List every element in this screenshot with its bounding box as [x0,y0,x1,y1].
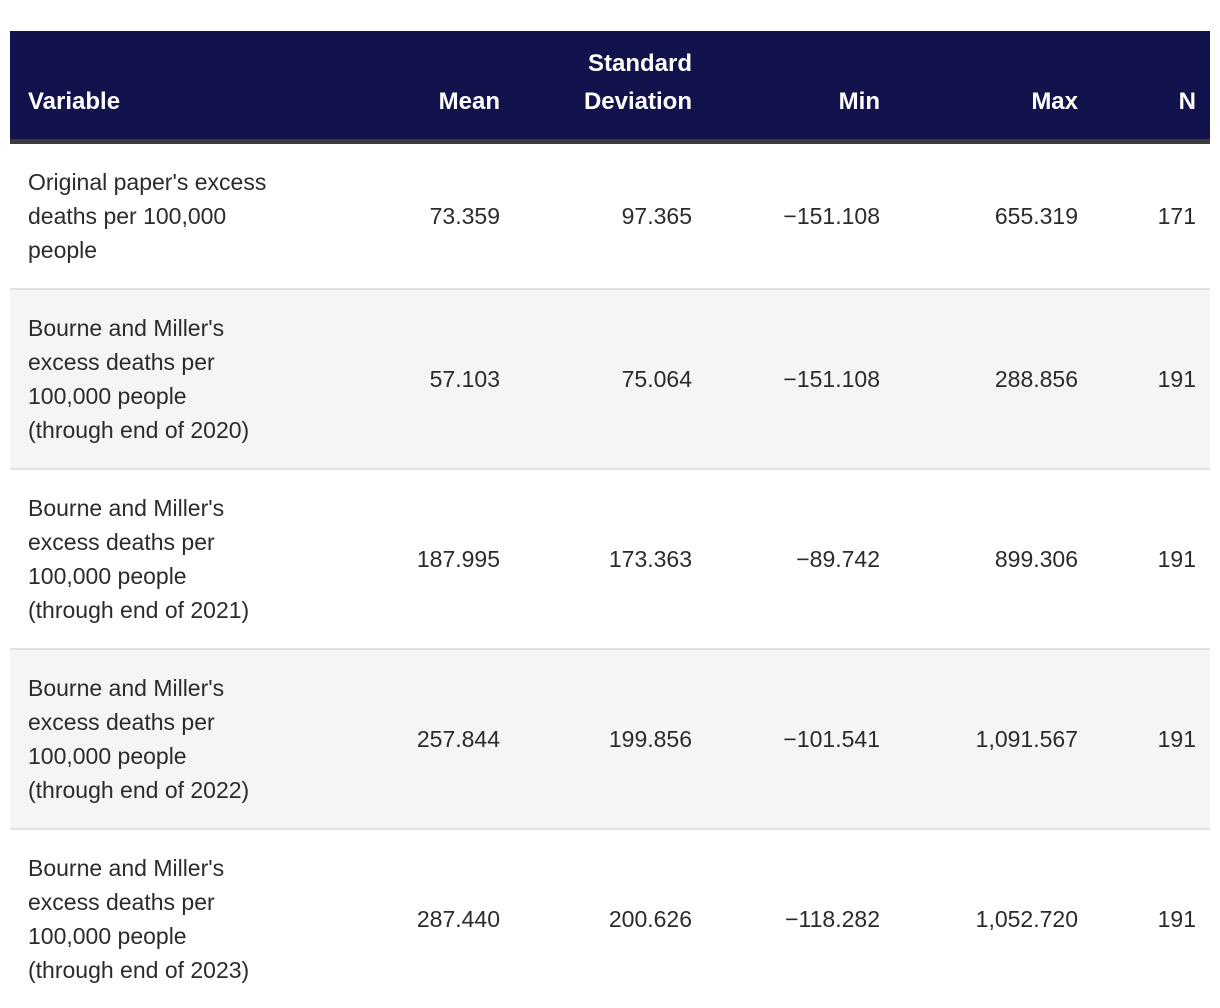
min-cell: −118.282 [706,829,894,1008]
max-cell: 288.856 [894,289,1092,469]
table-row: Bourne and Miller's excess deaths per 10… [10,289,1210,469]
table-header-row: Variable Mean Standard Deviation Min Max… [10,31,1210,142]
standard-deviation-cell: 75.064 [514,289,706,469]
column-header-variable: Variable [10,31,370,142]
n-cell: 191 [1092,829,1210,1008]
variable-cell: Bourne and Miller's excess deaths per 10… [10,289,370,469]
max-cell: 655.319 [894,142,1092,290]
n-cell: 191 [1092,469,1210,649]
min-cell: −101.541 [706,649,894,829]
column-header-min: Min [706,31,894,142]
n-cell: 171 [1092,142,1210,290]
column-header-standard-deviation: Standard Deviation [514,31,706,142]
table-header: Variable Mean Standard Deviation Min Max… [10,31,1210,142]
column-header-max: Max [894,31,1092,142]
table-row: Bourne and Miller's excess deaths per 10… [10,649,1210,829]
standard-deviation-cell: 173.363 [514,469,706,649]
variable-cell: Bourne and Miller's excess deaths per 10… [10,829,370,1008]
max-cell: 1,052.720 [894,829,1092,1008]
min-cell: −151.108 [706,142,894,290]
min-cell: −151.108 [706,289,894,469]
column-header-n: N [1092,31,1210,142]
variable-cell: Bourne and Miller's excess deaths per 10… [10,649,370,829]
variable-cell: Bourne and Miller's excess deaths per 10… [10,469,370,649]
standard-deviation-cell: 199.856 [514,649,706,829]
max-cell: 1,091.567 [894,649,1092,829]
mean-cell: 57.103 [370,289,514,469]
table-row: Bourne and Miller's excess deaths per 10… [10,469,1210,649]
mean-cell: 287.440 [370,829,514,1008]
standard-deviation-cell: 200.626 [514,829,706,1008]
summary-statistics-table: Variable Mean Standard Deviation Min Max… [10,31,1210,1008]
table-row: Bourne and Miller's excess deaths per 10… [10,829,1210,1008]
mean-cell: 73.359 [370,142,514,290]
mean-cell: 257.844 [370,649,514,829]
column-header-mean: Mean [370,31,514,142]
variable-cell: Original paper's excess deaths per 100,0… [10,142,370,290]
standard-deviation-cell: 97.365 [514,142,706,290]
min-cell: −89.742 [706,469,894,649]
max-cell: 899.306 [894,469,1092,649]
mean-cell: 187.995 [370,469,514,649]
table-body: Original paper's excess deaths per 100,0… [10,142,1210,1008]
n-cell: 191 [1092,649,1210,829]
n-cell: 191 [1092,289,1210,469]
table-row: Original paper's excess deaths per 100,0… [10,142,1210,290]
summary-statistics-table-container: Variable Mean Standard Deviation Min Max… [10,31,1210,1008]
